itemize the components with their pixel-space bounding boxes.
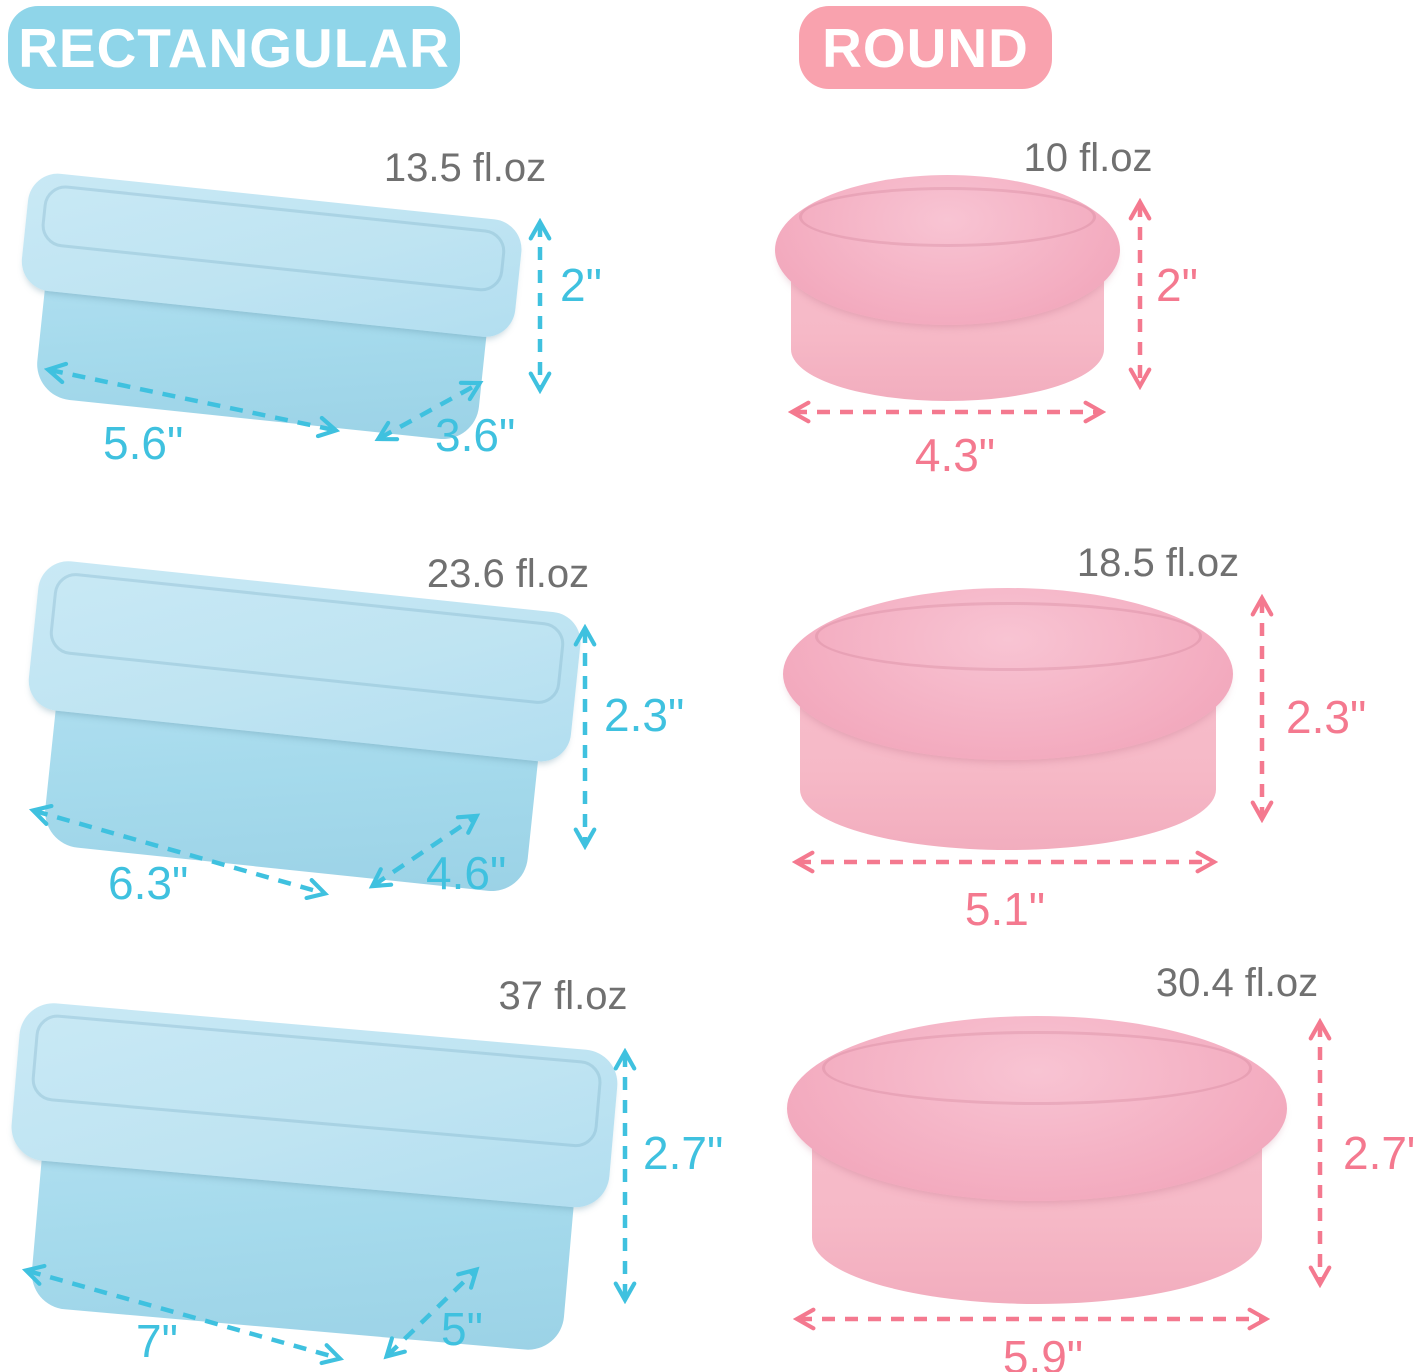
round-container-small (775, 175, 1120, 403)
rect2-height-label: 2.3" (604, 689, 685, 741)
round3-diameter-label: 5.9" (1002, 1331, 1084, 1372)
rect3-volume-label: 37 fl.oz (498, 974, 628, 1018)
round2-diameter-label: 5.1" (964, 883, 1046, 935)
round2-volume-label: 18.5 fl.oz (1076, 541, 1240, 585)
round-container-medium (783, 588, 1233, 852)
rect2-width-label: 6.3" (108, 857, 189, 909)
round-container-large-lid (787, 1016, 1287, 1201)
round2-height-label: 2.3" (1286, 691, 1367, 743)
round1-diameter-label: 4.3" (914, 429, 996, 481)
rect1-height-label: 2" (560, 259, 602, 311)
round3-height-label: 2.7" (1343, 1127, 1417, 1179)
rect2-volume-label: 23.6 fl.oz (426, 552, 590, 596)
rect2-depth-label: 4.6" (426, 847, 507, 899)
round3-volume-label: 30.4 fl.oz (1155, 961, 1319, 1005)
rect1-volume-label: 13.5 fl.oz (383, 146, 547, 190)
rectangular-badge: RECTANGULAR (8, 6, 460, 89)
rect3-depth-label: 5" (441, 1303, 483, 1355)
round-container-large (787, 1016, 1287, 1306)
rect1-depth-label: 3.6" (435, 409, 516, 461)
rect1-width-label: 5.6" (103, 417, 184, 469)
rect-container-large (0, 1000, 621, 1357)
round-badge: ROUND (799, 6, 1052, 89)
round-container-medium-lid (783, 588, 1233, 760)
rect3-height-label: 2.7" (643, 1127, 724, 1179)
round-container-small-lid (775, 175, 1120, 325)
rect3-width-label: 7" (136, 1315, 178, 1367)
round1-volume-label: 10 fl.oz (1023, 136, 1153, 180)
round1-height-label: 2" (1156, 259, 1198, 311)
rect-container-small (8, 170, 525, 448)
